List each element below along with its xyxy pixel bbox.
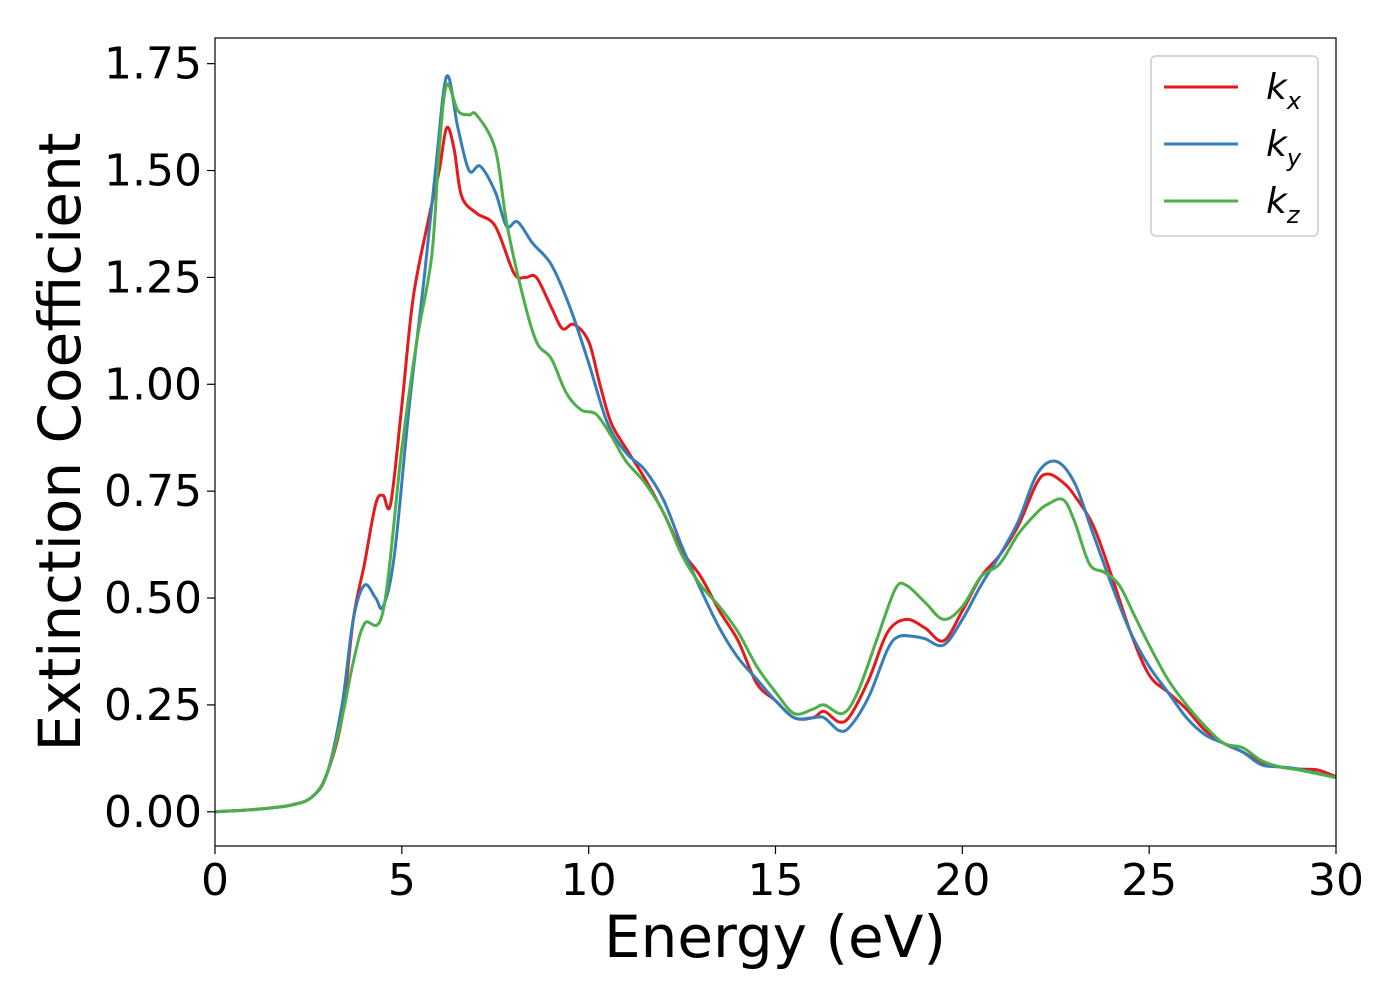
y-axis: 0.00 0.25 0.50 0.75 1.00 1.25 1.50 1.75	[104, 39, 215, 838]
y-tick-label: 0.50	[104, 573, 202, 624]
x-axis: 0 5 10 15 20 25 30	[201, 846, 1364, 906]
y-axis-label: Extinction Coefficient	[26, 133, 94, 752]
series-layer	[214, 74, 1337, 814]
series-line-kx	[214, 125, 1337, 814]
y-tick-label: 0.75	[104, 466, 202, 517]
y-tick-label: 1.50	[104, 146, 202, 197]
legend-label-kz: kz	[1266, 181, 1301, 229]
y-tick-label: 1.00	[104, 359, 202, 410]
legend-label-kx: kx	[1266, 67, 1302, 115]
x-tick-label: 0	[201, 855, 229, 906]
x-tick-label: 15	[748, 855, 804, 906]
legend: kx ky kz	[1150, 55, 1319, 237]
legend-label-ky: ky	[1266, 124, 1302, 172]
y-tick-label: 0.25	[104, 680, 202, 731]
series-line-kz	[214, 82, 1337, 814]
series-line-ky	[214, 74, 1337, 814]
x-tick-label: 20	[934, 855, 990, 906]
y-tick-label: 0.00	[104, 787, 202, 838]
x-tick-label: 25	[1121, 855, 1177, 906]
x-tick-label: 10	[561, 855, 617, 906]
y-tick-label: 1.25	[104, 252, 202, 303]
x-tick-label: 30	[1308, 855, 1364, 906]
x-tick-label: 5	[388, 855, 416, 906]
legend-box	[1150, 55, 1319, 237]
y-tick-label: 1.75	[104, 39, 202, 90]
x-axis-label: Energy (eV)	[604, 903, 946, 971]
